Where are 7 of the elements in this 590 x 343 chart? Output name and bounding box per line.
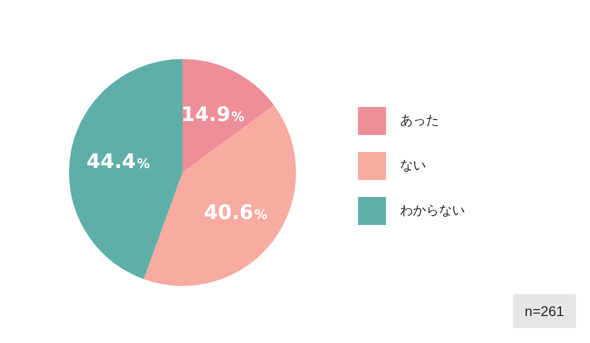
legend-label: ない	[400, 158, 426, 174]
data-label: 14.9%	[181, 102, 244, 126]
text: n=261	[512, 294, 576, 328]
legend-label: わからない	[400, 203, 465, 218]
legend-label: あった	[400, 113, 439, 128]
data-label: 40.6%	[204, 200, 268, 224]
data-label: 44.4%	[86, 149, 150, 174]
